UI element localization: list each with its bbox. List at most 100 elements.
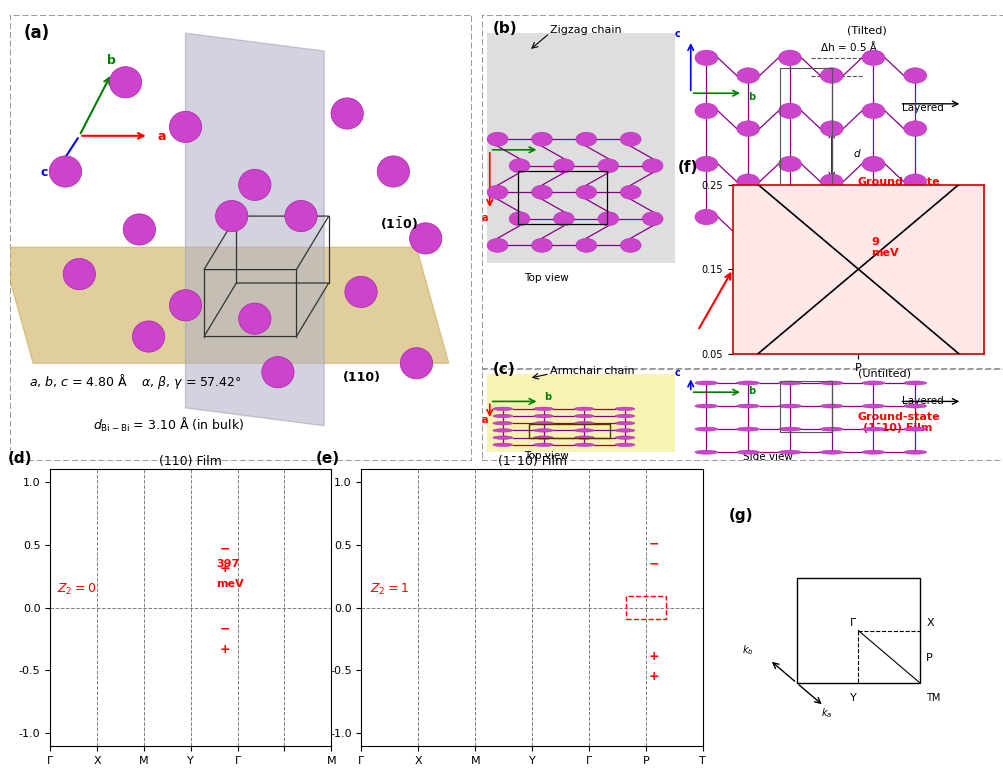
Circle shape [331, 98, 363, 129]
Circle shape [736, 227, 759, 242]
Circle shape [492, 443, 513, 447]
Text: $d_{\mathrm{Bi-Bi}}$ = 3.10 Å (in bulk): $d_{\mathrm{Bi-Bi}}$ = 3.10 Å (in bulk) [93, 416, 244, 434]
Circle shape [903, 121, 926, 136]
Circle shape [903, 381, 926, 385]
Circle shape [862, 427, 884, 431]
Circle shape [862, 50, 884, 65]
Circle shape [620, 238, 641, 252]
Circle shape [777, 209, 800, 225]
Text: b: b [107, 55, 115, 68]
Circle shape [531, 132, 552, 146]
Bar [518, 171, 607, 224]
Text: (d): (d) [8, 451, 32, 466]
Circle shape [109, 67, 141, 98]
Circle shape [819, 427, 843, 431]
Text: Δh = 0.5 Å: Δh = 0.5 Å [820, 43, 877, 53]
Circle shape [533, 407, 553, 411]
Text: (Tilted): (Tilted) [847, 25, 887, 35]
Circle shape [574, 443, 594, 447]
Text: Layered: Layered [902, 103, 943, 113]
Text: Ground-state: Ground-state [857, 412, 940, 422]
Text: X: X [926, 618, 933, 628]
Bar [529, 424, 609, 438]
Circle shape [694, 103, 717, 118]
Text: −: − [648, 537, 659, 550]
Circle shape [574, 414, 594, 418]
Circle shape [903, 450, 926, 454]
Circle shape [509, 211, 530, 226]
Text: $k_a$: $k_a$ [819, 707, 831, 721]
Text: (Untilted): (Untilted) [857, 368, 910, 378]
Text: −: − [220, 623, 230, 636]
Circle shape [736, 174, 759, 189]
Circle shape [903, 227, 926, 242]
Circle shape [615, 414, 634, 418]
Text: Top view: Top view [524, 273, 568, 283]
Circle shape [620, 132, 641, 146]
Circle shape [862, 103, 884, 118]
Text: $Z_2 = 0$: $Z_2 = 0$ [57, 581, 96, 597]
Circle shape [694, 50, 717, 65]
Circle shape [597, 211, 618, 226]
Circle shape [492, 428, 513, 432]
Circle shape [736, 381, 759, 385]
Circle shape [615, 421, 634, 425]
Circle shape [862, 209, 884, 225]
Text: Zigzag chain: Zigzag chain [550, 25, 621, 35]
Circle shape [400, 348, 432, 379]
Text: $Z_2 = 1$: $Z_2 = 1$ [369, 581, 408, 597]
Circle shape [553, 158, 574, 173]
Text: b: b [544, 391, 551, 401]
Text: P: P [926, 653, 932, 663]
Text: Γ: Γ [850, 618, 856, 628]
Circle shape [736, 68, 759, 83]
Circle shape [486, 238, 508, 252]
Circle shape [239, 303, 271, 335]
Circle shape [49, 156, 81, 187]
Circle shape [486, 132, 508, 146]
Text: Side view: Side view [742, 262, 792, 272]
Circle shape [533, 443, 553, 447]
Polygon shape [1, 248, 448, 363]
Text: b: b [747, 92, 754, 102]
Circle shape [377, 156, 409, 187]
Circle shape [903, 404, 926, 408]
Circle shape [574, 428, 594, 432]
Text: c: c [40, 166, 47, 179]
Circle shape [777, 381, 800, 385]
Text: (g): (g) [728, 508, 753, 524]
Circle shape [576, 132, 596, 146]
Text: b: b [747, 386, 754, 396]
Circle shape [615, 428, 634, 432]
Circle shape [123, 214, 155, 245]
Circle shape [777, 404, 800, 408]
Circle shape [736, 121, 759, 136]
Bar [626, 596, 665, 619]
Text: c: c [674, 28, 680, 38]
Circle shape [777, 427, 800, 431]
Circle shape [694, 381, 717, 385]
Circle shape [736, 450, 759, 454]
Circle shape [531, 185, 552, 199]
Text: +: + [648, 651, 659, 664]
Circle shape [862, 404, 884, 408]
Circle shape [694, 450, 717, 454]
Circle shape [694, 156, 717, 171]
Text: Armchair chain: Armchair chain [550, 366, 634, 376]
Text: (110) Film: (110) Film [863, 205, 926, 215]
Text: $a$, $b$, $c$ = 4.80 Å    $\alpha$, $\beta$, $\gamma$ = 57.42°: $a$, $b$, $c$ = 4.80 Å $\alpha$, $\beta$… [28, 371, 241, 391]
Circle shape [862, 381, 884, 385]
Circle shape [777, 103, 800, 118]
Bar [486, 33, 674, 263]
Circle shape [216, 201, 248, 231]
Circle shape [576, 238, 596, 252]
Text: $d$: $d$ [852, 147, 861, 159]
Circle shape [492, 414, 513, 418]
Text: (e): (e) [316, 451, 340, 466]
Circle shape [777, 50, 800, 65]
Text: (1¯10) Film: (1¯10) Film [863, 423, 932, 433]
Circle shape [903, 174, 926, 189]
Circle shape [492, 407, 513, 411]
Circle shape [819, 174, 843, 189]
Text: (f): (f) [677, 160, 697, 175]
